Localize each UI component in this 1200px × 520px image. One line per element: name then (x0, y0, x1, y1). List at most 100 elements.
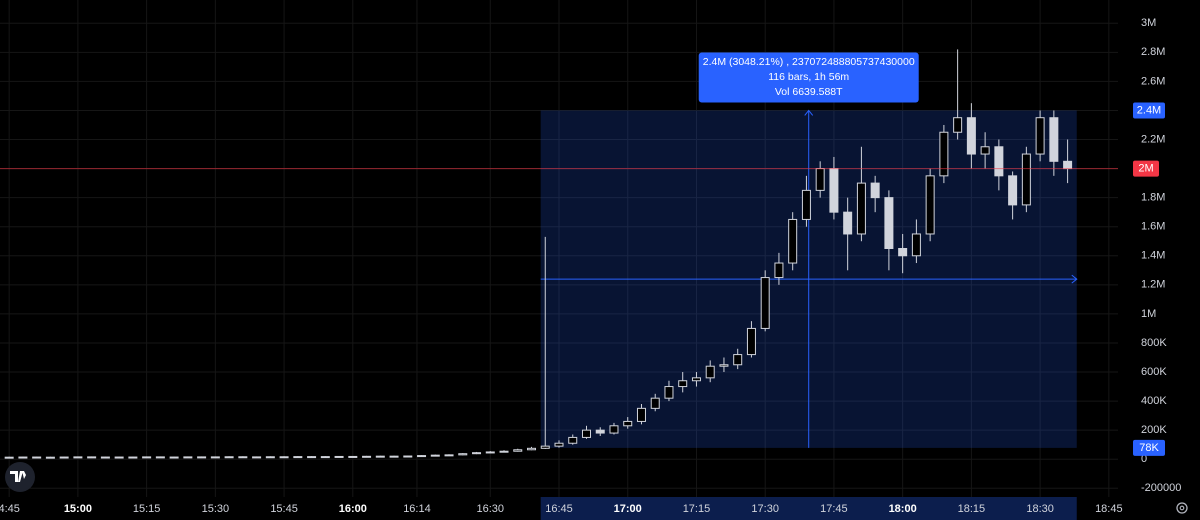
candle-body (774, 262, 784, 279)
candle-body (417, 455, 427, 458)
x-range-highlight (540, 497, 1077, 520)
candle-body (485, 451, 495, 454)
logo-mark (10, 471, 26, 482)
x-tick-label: 18:30 (1026, 503, 1054, 515)
candle-body (210, 456, 220, 459)
candle-body (595, 429, 605, 434)
candle-body (155, 456, 165, 459)
y-tick-label: 200K (1141, 424, 1167, 436)
measure-tool (540, 109, 1078, 448)
candle-body (898, 248, 908, 257)
candle-body (142, 456, 152, 459)
x-axis: 4:45 15:00 15:15 15:30 15:45 16:00 16:14 16:30 1… (0, 497, 1123, 520)
candle-body (293, 456, 303, 459)
overlay: 2.4M (3048.21%) , 237072488805737430000 1… (0, 52, 1118, 170)
candle-body (252, 456, 262, 459)
candle-body (939, 131, 949, 177)
candles (4, 49, 1073, 459)
candle-body (760, 277, 770, 329)
x-tick-label: 15:45 (270, 503, 298, 515)
candle-body (45, 456, 55, 459)
candle-body (554, 442, 564, 447)
price-labels: 2.4M 78K 2M (1133, 102, 1165, 456)
candle-body (1021, 153, 1031, 206)
candle-body (911, 233, 921, 257)
y-tick-label: 2.8M (1141, 46, 1165, 58)
candle-body (375, 455, 385, 458)
candle-body (636, 407, 646, 422)
logo[interactable] (5, 462, 35, 492)
candle-body (458, 453, 468, 456)
y-tick-label: 1.8M (1141, 192, 1165, 204)
candle-body (100, 456, 110, 459)
candle-body (664, 386, 674, 399)
candle-body (128, 456, 138, 459)
candle-body (32, 456, 42, 459)
candle-body (4, 456, 14, 459)
candle-body (623, 420, 633, 427)
candle-body (609, 425, 619, 434)
candle-body (650, 397, 660, 409)
x-tick-label: 4:45 (0, 503, 20, 515)
candle-body (444, 454, 454, 457)
tooltip-text: 116 bars, 1h 56m (768, 71, 849, 83)
settings-icon (1176, 502, 1188, 514)
y-tick-label: 0 (1141, 453, 1147, 465)
y-axis: 3M2.8M2.6M2.4M2.2M2M1.8M1.6M1.4M1.2M1M80… (1141, 17, 1181, 494)
candle-body (1063, 160, 1073, 170)
last-price-label: 2M (1138, 162, 1153, 174)
candle-body (320, 456, 330, 459)
candle-body (829, 168, 839, 213)
y-tick-label: 2.6M (1141, 75, 1165, 87)
candle-body (73, 456, 83, 459)
measure-arrow-right (1071, 274, 1078, 284)
grid (0, 0, 1118, 497)
candle-body (224, 456, 234, 459)
candle-body (925, 175, 935, 235)
price-tag-label: 78K (1139, 442, 1159, 454)
x-tick-label: 16:30 (477, 503, 505, 515)
candle-body (279, 456, 289, 459)
candle-body (527, 447, 537, 451)
candle-body (691, 377, 701, 382)
price-tag-label: 2.4M (1137, 104, 1161, 116)
candle-body (870, 182, 880, 199)
price-tag (1133, 102, 1165, 119)
candle-body (403, 455, 413, 458)
candle-body (994, 146, 1004, 177)
settings-button[interactable] (1176, 502, 1188, 514)
x-tick-label: 18:00 (889, 503, 917, 515)
x-tick-label: 17:00 (614, 503, 642, 515)
candle-body (856, 182, 866, 235)
candle-body (540, 445, 550, 449)
y-tick-label: 1.6M (1141, 221, 1165, 233)
candle-body (499, 450, 509, 453)
y-tick-label: -200000 (1141, 482, 1181, 494)
y-tick-label: 3M (1141, 17, 1156, 29)
x-tick-label: 17:30 (751, 503, 779, 515)
candle-body (884, 197, 894, 249)
candle-body (705, 365, 715, 379)
y-tick-label: 1.4M (1141, 250, 1165, 262)
candle-body (733, 354, 743, 366)
tooltip-text: Vol 6639.588T (775, 86, 843, 98)
candle-body (18, 456, 28, 459)
y-tick-label: 400K (1141, 395, 1167, 407)
last-price-tag (1133, 160, 1159, 177)
candle-body (513, 449, 523, 452)
candle-body (59, 456, 69, 459)
candle-body (1049, 117, 1059, 162)
candle-body (169, 456, 179, 459)
x-tick-label: 17:15 (683, 503, 711, 515)
candle-body (581, 429, 591, 438)
x-tick-label: 18:45 (1095, 503, 1123, 515)
candle-body (815, 168, 825, 191)
candle-body (183, 456, 193, 459)
candle-body (953, 117, 963, 133)
y-tick-label: 1M (1141, 308, 1156, 320)
candle-body (348, 455, 358, 458)
candle-body (238, 456, 248, 459)
y-tick-label: 800K (1141, 337, 1167, 349)
